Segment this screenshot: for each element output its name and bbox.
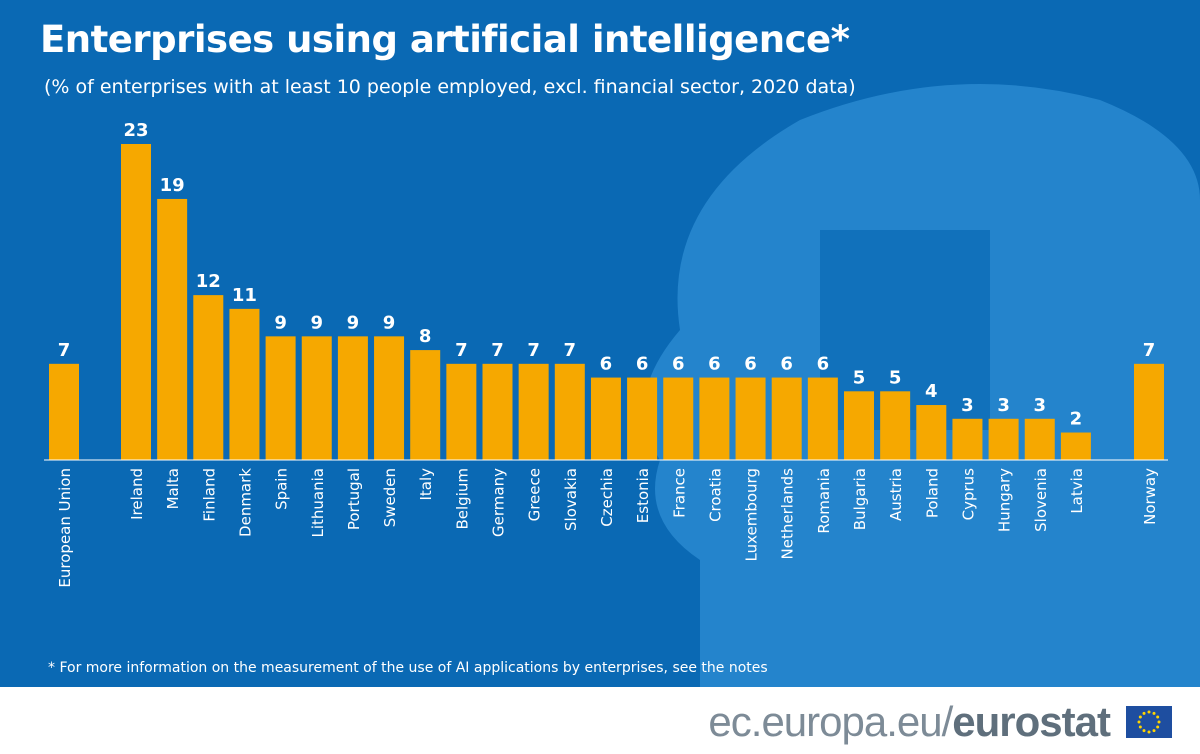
data-label: 3 xyxy=(1033,395,1046,416)
data-label: 5 xyxy=(853,367,866,388)
chart-panel: Enterprises using artificial intelligenc… xyxy=(0,0,1200,687)
bar xyxy=(735,377,766,460)
category-label: Slovakia xyxy=(562,468,580,531)
bar xyxy=(554,363,585,460)
bar xyxy=(446,363,477,460)
data-label: 7 xyxy=(491,340,504,361)
data-label: 7 xyxy=(564,340,577,361)
bar xyxy=(952,418,983,460)
bar xyxy=(988,418,1019,460)
bar xyxy=(1134,363,1164,460)
category-label: Norway xyxy=(1141,468,1159,525)
bar xyxy=(916,405,947,460)
eu-flag-logo xyxy=(1126,706,1172,738)
eurostat-url[interactable]: ec.europa.eu/eurostat xyxy=(708,698,1111,746)
circuit-head-illustration xyxy=(644,84,1200,687)
category-label: Austria xyxy=(887,468,905,521)
bar xyxy=(590,377,621,460)
data-label: 8 xyxy=(419,326,432,347)
category-label: Portugal xyxy=(345,468,363,530)
bar xyxy=(807,377,838,460)
category-label: Romania xyxy=(815,468,833,534)
bar xyxy=(157,198,188,460)
bar xyxy=(518,363,549,460)
bar xyxy=(410,350,441,460)
bar xyxy=(627,377,658,460)
category-label: Lithuania xyxy=(309,468,327,537)
category-label: Finland xyxy=(200,468,218,522)
category-label: Czechia xyxy=(598,468,616,527)
footnote: * For more information on the measuremen… xyxy=(48,660,768,676)
data-label: 7 xyxy=(58,340,71,361)
category-label: Ireland xyxy=(128,468,146,520)
data-label: 11 xyxy=(232,285,257,306)
bar xyxy=(699,377,730,460)
bar xyxy=(193,295,224,460)
data-label: 6 xyxy=(672,354,685,375)
category-label: Germany xyxy=(490,468,508,537)
data-label: 6 xyxy=(600,354,613,375)
data-label: 9 xyxy=(347,312,360,333)
data-label: 19 xyxy=(160,175,185,196)
bar xyxy=(265,336,296,460)
category-label: Greece xyxy=(526,468,544,521)
bar xyxy=(337,336,368,460)
category-label: Latvia xyxy=(1068,468,1086,514)
data-label: 6 xyxy=(780,354,793,375)
category-label: Cyprus xyxy=(959,468,977,521)
data-label: 6 xyxy=(817,354,830,375)
data-label: 6 xyxy=(744,354,757,375)
category-label: Bulgaria xyxy=(851,468,869,530)
category-label: Sweden xyxy=(381,468,399,527)
eu-stars-icon xyxy=(1137,710,1161,734)
data-label: 7 xyxy=(455,340,468,361)
chart-title: Enterprises using artificial intelligenc… xyxy=(40,18,850,61)
data-label: 7 xyxy=(527,340,540,361)
footer-brand: eurostat xyxy=(952,698,1111,745)
footer-domain: ec.europa.eu/ xyxy=(708,698,953,745)
category-label: France xyxy=(670,468,688,518)
category-label: Croatia xyxy=(706,468,724,522)
data-label: 5 xyxy=(889,367,902,388)
data-label: 12 xyxy=(196,271,221,292)
data-label: 7 xyxy=(1143,340,1156,361)
category-label: Hungary xyxy=(996,468,1014,532)
data-label: 9 xyxy=(383,312,396,333)
category-label: Estonia xyxy=(634,468,652,523)
bar xyxy=(374,336,405,460)
data-label: 3 xyxy=(961,395,974,416)
category-label: European Union xyxy=(56,468,74,588)
data-label: 23 xyxy=(123,120,148,141)
category-label: Luxembourg xyxy=(743,468,761,562)
bar xyxy=(771,377,802,460)
data-label: 6 xyxy=(708,354,721,375)
bar xyxy=(121,144,151,460)
bar xyxy=(301,336,332,460)
data-label: 9 xyxy=(274,312,287,333)
category-label: Italy xyxy=(417,468,435,501)
category-label: Malta xyxy=(164,468,182,509)
category-label: Poland xyxy=(923,468,941,518)
bar xyxy=(880,391,911,460)
category-label: Belgium xyxy=(453,468,471,530)
data-label: 4 xyxy=(925,381,938,402)
bar xyxy=(1060,432,1091,460)
bar xyxy=(482,363,513,460)
category-label: Netherlands xyxy=(779,468,797,560)
bar xyxy=(229,308,260,460)
data-label: 3 xyxy=(997,395,1010,416)
bar xyxy=(1024,418,1055,460)
data-label: 6 xyxy=(636,354,649,375)
bar xyxy=(49,363,79,460)
category-label: Denmark xyxy=(236,468,254,537)
bar xyxy=(663,377,694,460)
data-label: 2 xyxy=(1070,409,1083,430)
data-label: 9 xyxy=(310,312,323,333)
bar xyxy=(844,391,874,460)
category-label: Spain xyxy=(273,468,291,510)
category-label: Slovenia xyxy=(1032,468,1050,532)
chart-subtitle: (% of enterprises with at least 10 peopl… xyxy=(44,76,856,98)
